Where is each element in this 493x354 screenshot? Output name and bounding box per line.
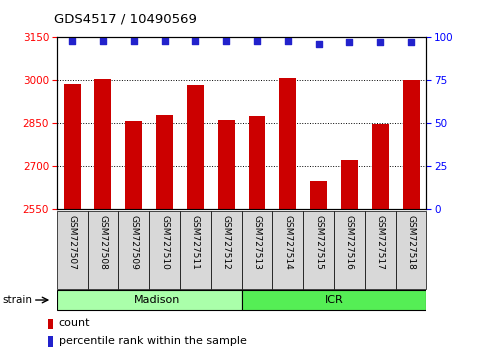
Bar [180,211,211,289]
Bar [341,160,358,209]
Bar [88,211,118,289]
Point [284,38,292,44]
Bar [48,319,53,329]
Point [253,38,261,44]
Text: GSM727509: GSM727509 [129,215,138,269]
Text: GDS4517 / 10490569: GDS4517 / 10490569 [54,12,197,25]
Bar [395,211,426,289]
Point [191,38,199,44]
Text: strain: strain [2,295,33,305]
Bar [303,211,334,289]
Text: GSM727517: GSM727517 [376,215,385,269]
Text: GSM727512: GSM727512 [222,215,231,269]
Text: GSM727511: GSM727511 [191,215,200,269]
Bar [149,211,180,289]
Text: percentile rank within the sample: percentile rank within the sample [59,336,246,346]
Bar [118,211,149,289]
Bar [372,125,388,209]
Bar [211,211,242,289]
Text: GSM727518: GSM727518 [407,215,416,269]
Bar [187,85,204,209]
Bar [242,290,426,310]
Point [407,40,415,45]
Text: GSM727508: GSM727508 [99,215,107,269]
Bar [403,80,420,209]
Point [68,38,76,44]
Text: Madison: Madison [134,295,180,305]
Text: count: count [59,318,90,328]
Bar [125,121,142,209]
Bar [280,78,296,209]
Point [130,38,138,44]
Text: GSM727515: GSM727515 [314,215,323,269]
Bar [310,181,327,209]
Text: GSM727507: GSM727507 [68,215,76,269]
Bar [48,336,53,347]
Text: ICR: ICR [324,295,344,305]
Point [161,38,169,44]
Point [99,38,107,44]
Text: GSM727514: GSM727514 [283,215,292,269]
Bar [95,79,111,209]
Bar [57,290,242,310]
Bar [334,211,365,289]
Bar [218,120,235,209]
Text: GSM727513: GSM727513 [252,215,261,269]
Point [376,40,384,45]
Bar [272,211,303,289]
Bar [64,84,80,209]
Bar [365,211,395,289]
Point [222,38,230,44]
Text: GSM727516: GSM727516 [345,215,354,269]
Bar [242,211,272,289]
Bar [248,116,265,209]
Text: GSM727510: GSM727510 [160,215,169,269]
Bar [57,211,88,289]
Point [346,40,353,45]
Bar [156,115,173,209]
Point [315,41,322,47]
